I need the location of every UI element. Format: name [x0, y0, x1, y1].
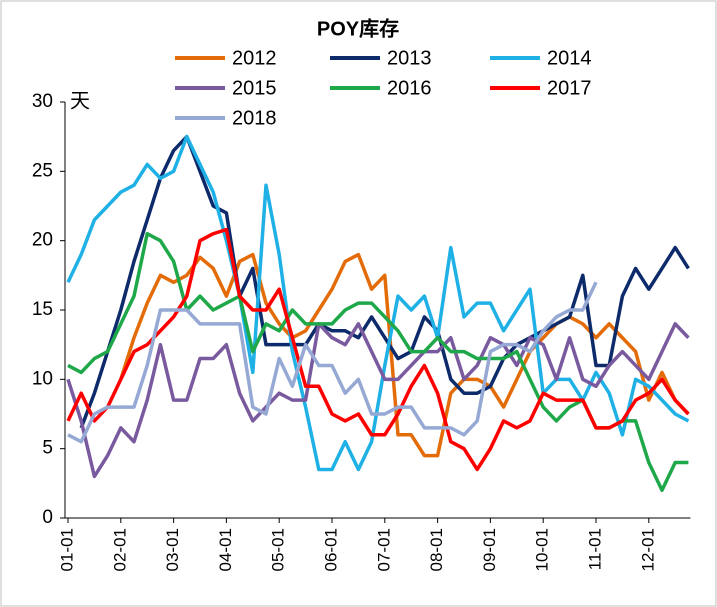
series-line — [66, 227, 690, 472]
x-tick-label: 11-01 — [585, 528, 604, 570]
x-tick-label: 07-01 — [374, 528, 393, 571]
series-line — [119, 252, 690, 458]
x-tick-label: 01-01 — [57, 528, 76, 571]
legend-label: 2013 — [387, 47, 432, 69]
x-tick-label: 03-01 — [163, 528, 182, 571]
legend-label: 2017 — [547, 77, 592, 99]
chart-title: POY库存 — [317, 16, 399, 40]
y-tick-label: 25 — [32, 160, 53, 181]
y-tick-label: 0 — [42, 507, 53, 528]
x-tick-label: 04-01 — [216, 528, 235, 571]
y-tick-label: 15 — [32, 299, 53, 320]
legend-label: 2018 — [232, 107, 277, 129]
x-tick-label: 02-01 — [110, 528, 129, 571]
y-tick-label: 20 — [32, 230, 53, 251]
series-line — [79, 134, 690, 429]
x-tick-label: 08-01 — [427, 528, 446, 571]
x-tick-label: 09-01 — [480, 528, 499, 571]
x-tick-label: 06-01 — [321, 528, 340, 571]
unit-label: 天 — [70, 90, 90, 112]
y-tick-label: 10 — [32, 368, 53, 389]
x-tick-label: 05-01 — [269, 528, 288, 571]
legend-label: 2016 — [387, 77, 432, 99]
legend-label: 2014 — [547, 47, 592, 69]
series-line — [67, 281, 598, 444]
y-tick-label: 5 — [42, 438, 53, 459]
series-line — [66, 134, 690, 472]
x-tick-label: 12-01 — [638, 528, 657, 571]
x-tick-label: 10-01 — [533, 528, 552, 571]
legend-label: 2012 — [232, 47, 277, 69]
series-line — [66, 322, 690, 479]
legend-label: 2015 — [232, 77, 277, 99]
y-tick-label: 30 — [32, 91, 53, 112]
